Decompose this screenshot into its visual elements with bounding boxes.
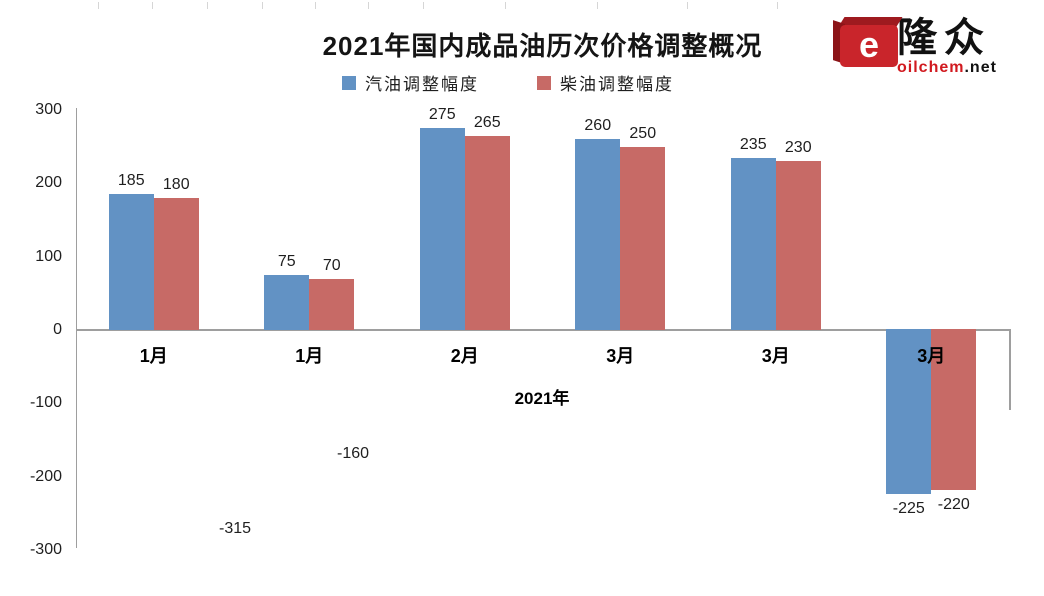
top-ruler-tick: [505, 2, 506, 9]
top-ruler-tick: [152, 2, 153, 9]
x-axis-category-label: 3月: [761, 346, 790, 366]
bar-series2-group6: [931, 329, 977, 491]
y-axis-line: [76, 108, 77, 548]
y-axis-tick-label: 0: [53, 321, 62, 338]
bar-series1-group1: [108, 194, 154, 330]
legend-item-diesel: 柴油调整幅度: [537, 70, 674, 95]
plot-right-border-segment: [1009, 330, 1011, 410]
logo-domain-primary: oilchem: [897, 59, 965, 76]
bar-value-label: 75: [277, 253, 296, 270]
top-ruler-tick: [687, 2, 688, 9]
bar-series2-group3: [464, 135, 510, 330]
top-ruler-tick: [207, 2, 208, 9]
chart-legend: 汽油调整幅度 柴油调整幅度: [342, 70, 674, 95]
y-axis-tick-label: 200: [35, 174, 62, 192]
top-ruler-tick: [368, 2, 369, 9]
x-axis-title: 2021年: [514, 389, 570, 408]
bar-value-label: 235: [739, 135, 767, 153]
top-ruler-tick: [262, 2, 263, 9]
bar-value-label: 275: [428, 106, 456, 124]
bar-value-label: 250: [629, 124, 657, 142]
bar-value-label: 180: [162, 176, 190, 193]
oilchem-logo: e 隆众 oilchem.net: [833, 16, 997, 77]
y-axis-tick-label: 100: [35, 247, 62, 265]
x-axis-category-label: 1月: [139, 346, 168, 366]
bar-series1-group4: [575, 139, 621, 330]
legend-label-diesel: 柴油调整幅度: [560, 75, 674, 94]
x-axis-category-label: 3月: [917, 346, 946, 366]
bar-value-label: 260: [584, 117, 612, 135]
floating-annotation: -160: [336, 445, 370, 462]
top-ruler-tick: [777, 2, 778, 9]
x-axis-category-label: 3月: [606, 346, 635, 366]
bar-series2-group1: [153, 198, 199, 330]
y-axis-tick-label: -200: [29, 467, 62, 485]
logo-e-glyph: e: [858, 23, 880, 65]
bar-value-label: -220: [937, 496, 970, 514]
top-ruler-tick: [315, 2, 316, 9]
bar-series2-group4: [620, 146, 666, 330]
bar-series2-group5: [775, 161, 821, 330]
top-ruler-tick: [423, 2, 424, 9]
bar-series1-group2: [264, 275, 310, 330]
bar-series1-group3: [419, 128, 465, 330]
x-axis-zero-line: [76, 329, 1011, 331]
bar-series2-group2: [309, 278, 355, 330]
logo-brand-name: 隆众: [897, 16, 991, 60]
bar-value-label: 230: [784, 139, 812, 157]
logo-domain-suffix: .net: [964, 59, 997, 76]
logo-cube-front-face: e: [840, 25, 898, 67]
x-axis-category-label: 1月: [295, 346, 324, 366]
floating-annotation: -315: [218, 520, 252, 537]
bar-series1-group6: [886, 329, 932, 494]
legend-swatch-gasoline-icon: [342, 75, 356, 90]
legend-swatch-diesel-icon: [537, 75, 551, 90]
top-ruler-tick: [98, 2, 99, 9]
logo-cube-icon: e: [833, 16, 903, 68]
bar-value-label: 185: [117, 172, 145, 190]
top-ruler-tick: [597, 2, 598, 9]
bar-value-label: 70: [322, 256, 341, 274]
legend-item-gasoline: 汽油调整幅度: [342, 70, 479, 95]
chart-title: 2021年国内成品油历次价格调整概况: [322, 31, 763, 61]
logo-domain: oilchem.net: [897, 59, 997, 77]
legend-label-gasoline: 汽油调整幅度: [365, 75, 479, 94]
logo-text: 隆众 oilchem.net: [897, 18, 997, 77]
bar-value-label: 265: [473, 113, 501, 131]
y-axis-tick-label: -100: [29, 394, 62, 412]
y-axis-tick-label: 300: [35, 101, 62, 118]
bar-value-label: -225: [892, 500, 925, 517]
bar-series1-group5: [730, 157, 776, 330]
y-axis-tick-label: -300: [29, 541, 62, 558]
x-axis-category-label: 2月: [450, 346, 479, 366]
